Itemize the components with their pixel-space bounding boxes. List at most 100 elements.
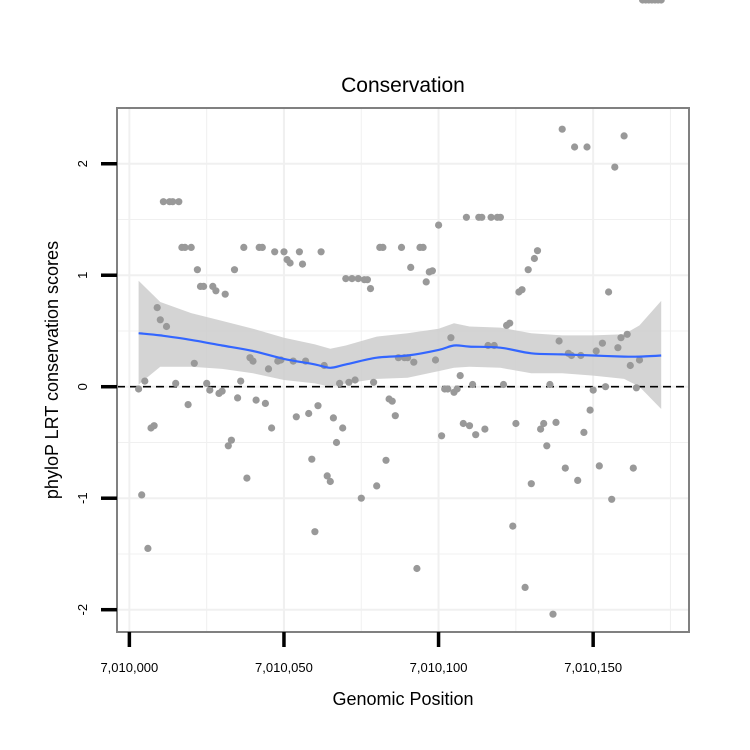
- data-point: [527, 480, 535, 488]
- data-point: [342, 275, 350, 283]
- data-point: [435, 221, 443, 229]
- data-point: [496, 213, 504, 221]
- data-point: [592, 347, 600, 355]
- data-point: [187, 243, 195, 251]
- data-point: [144, 544, 152, 553]
- data-point: [336, 379, 344, 387]
- data-point: [271, 248, 279, 256]
- data-point: [623, 330, 631, 338]
- data-point: [339, 424, 347, 432]
- data-point: [391, 412, 399, 420]
- data-point: [227, 436, 235, 444]
- data-point: [175, 198, 183, 206]
- data-point: [218, 387, 226, 395]
- data-point: [243, 474, 251, 482]
- data-point: [608, 495, 616, 503]
- x-tick-label: 7,010,100: [410, 660, 468, 675]
- data-point: [305, 409, 313, 418]
- data-point: [530, 254, 539, 263]
- y-tick-label: -1: [75, 492, 90, 504]
- data-point: [438, 432, 446, 440]
- data-point: [540, 419, 548, 428]
- data-point: [598, 339, 607, 347]
- y-tick-label: 0: [75, 383, 90, 390]
- data-point: [382, 456, 390, 464]
- data-point: [240, 243, 248, 251]
- data-point: [351, 376, 359, 384]
- data-point: [549, 610, 557, 618]
- data-point: [524, 266, 532, 274]
- confidence-band: [138, 280, 662, 409]
- data-point: [295, 248, 303, 256]
- data-point: [230, 266, 239, 274]
- data-point: [249, 357, 257, 365]
- data-point: [370, 378, 378, 386]
- data-point: [292, 413, 300, 421]
- y-tick-label: -2: [75, 604, 90, 616]
- data-point: [212, 287, 220, 295]
- data-point: [135, 385, 143, 393]
- data-point: [499, 380, 508, 389]
- data-point: [138, 491, 146, 499]
- data-point: [447, 334, 455, 342]
- data-point: [379, 243, 387, 251]
- data-point: [537, 425, 545, 433]
- data-point: [617, 334, 625, 342]
- data-point: [481, 425, 489, 433]
- data-point: [469, 380, 477, 389]
- data-point: [580, 428, 588, 436]
- data-point: [611, 163, 619, 171]
- data-point: [459, 419, 467, 428]
- data-point: [512, 419, 520, 428]
- data-point: [422, 278, 430, 286]
- data-point: [407, 263, 415, 271]
- data-point: [657, 0, 665, 4]
- data-point: [465, 422, 474, 430]
- smooth-line: [138, 332, 662, 369]
- data-point: [632, 384, 641, 392]
- data-point: [200, 282, 208, 290]
- data-point: [626, 361, 634, 370]
- data-point: [620, 132, 628, 140]
- plot-panel: [116, 0, 690, 633]
- panel-border: [116, 107, 690, 633]
- data-point: [308, 455, 316, 463]
- data-point: [190, 359, 198, 367]
- y-axis: -2 -1 0 1 2: [75, 160, 117, 615]
- data-point: [555, 337, 563, 345]
- data-point: [150, 422, 158, 430]
- data-point: [162, 322, 171, 331]
- data-point: [172, 379, 180, 387]
- data-point: [221, 290, 229, 298]
- data-point: [363, 276, 371, 284]
- data-point: [472, 431, 480, 439]
- data-point: [224, 442, 232, 450]
- data-point: [571, 143, 579, 151]
- data-point: [311, 528, 319, 536]
- data-point: [314, 402, 322, 410]
- data-point: [332, 438, 341, 447]
- data-point: [323, 472, 331, 480]
- y-axis-title: phyloP LRT conservation scores: [42, 241, 62, 499]
- data-point: [521, 583, 529, 592]
- data-point: [280, 248, 288, 256]
- data-point: [326, 477, 334, 486]
- data-point: [478, 213, 486, 221]
- data-point: [354, 275, 362, 283]
- data-point: [601, 383, 610, 391]
- data-point: [388, 397, 396, 405]
- data-point: [317, 248, 325, 256]
- data-point: [141, 377, 149, 385]
- data-point: [453, 385, 461, 393]
- data-point: [629, 464, 637, 472]
- data-point: [552, 418, 560, 426]
- data-point: [444, 385, 452, 393]
- chart-title: Conservation: [341, 74, 465, 97]
- x-axis: 7,010,000 7,010,050 7,010,100 7,010,150: [100, 632, 622, 675]
- scatter-points: [135, 0, 665, 618]
- data-point: [574, 476, 582, 484]
- data-point: [345, 378, 353, 386]
- y-tick-label: 2: [75, 160, 90, 167]
- data-point: [605, 288, 613, 296]
- y-tick-label: 1: [75, 272, 90, 279]
